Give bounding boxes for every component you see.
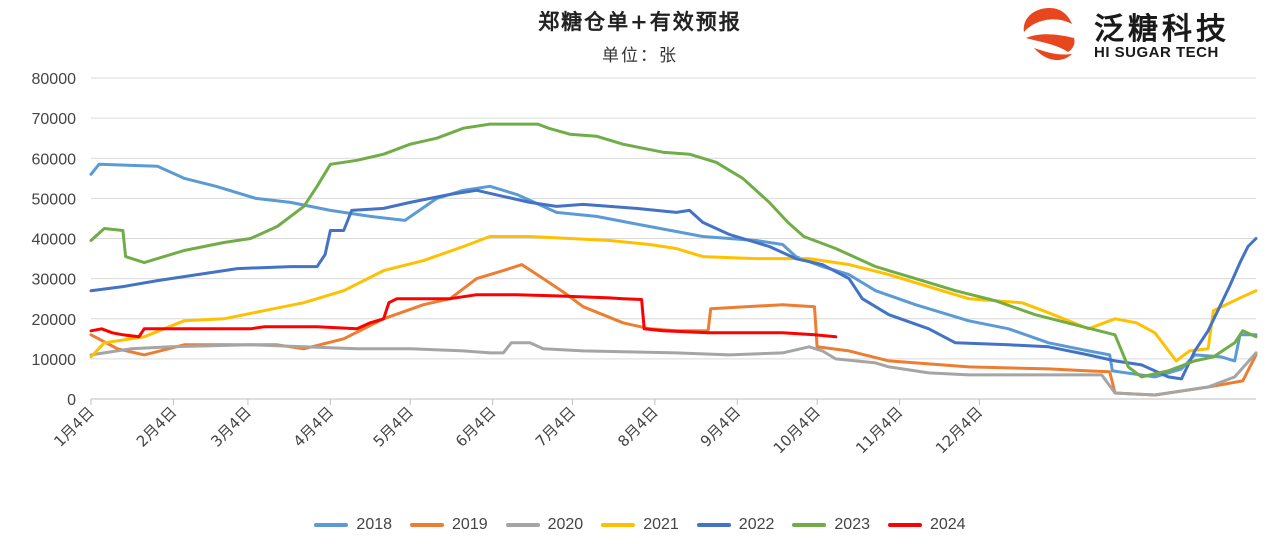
series-lines [89, 122, 1258, 397]
x-tick-label: 12月4日 [932, 403, 986, 457]
legend-label: 2022 [738, 516, 775, 533]
legend-swatch [410, 523, 445, 527]
legend-label: 2023 [834, 516, 870, 533]
legend-swatch [314, 523, 349, 527]
legend-swatch [696, 523, 731, 527]
legend-item-2023: 2023 [792, 516, 870, 534]
line-chart: 0 10000 20000 30000 40000 50000 60000 70000 8000… [32, 71, 1258, 457]
legend-item-2019: 2019 [410, 516, 488, 534]
x-tick-label: 8月4日 [614, 403, 661, 450]
y-tick-label: 60000 [32, 151, 77, 168]
x-tick-label: 10月4日 [770, 403, 824, 457]
x-tick-label: 4月4日 [290, 403, 337, 450]
chart-title: 郑糖仓单+有效预报 [538, 9, 742, 34]
y-tick-label: 40000 [32, 232, 77, 249]
x-tick-label: 7月4日 [532, 403, 579, 450]
legend-label: 2018 [356, 516, 393, 533]
legend-item-2024: 2024 [887, 516, 966, 534]
legend-swatch [792, 523, 827, 527]
hisugar-swirl-logo-icon [1023, 8, 1075, 61]
series-line-2022 [89, 188, 1258, 381]
y-tick-label: 50000 [32, 191, 77, 208]
series-line-2021 [89, 235, 1258, 363]
legend-item-2021: 2021 [601, 516, 679, 534]
legend-item-2018: 2018 [314, 516, 392, 534]
legend-label: 2021 [643, 516, 679, 533]
series-line-2024 [89, 293, 838, 339]
series-line-2023 [89, 122, 1258, 379]
y-tick-label: 70000 [32, 111, 77, 128]
x-tick-label: 2月4日 [133, 403, 180, 450]
y-tick-label: 80000 [32, 71, 77, 88]
series-line-2020 [89, 341, 1258, 397]
legend-item-2020: 2020 [505, 516, 584, 534]
legend-item-2022: 2022 [696, 516, 775, 534]
x-axis: 1月4日 2月4日 3月4日 4月4日 5月4日 6月4日 7月4日 8月4日 9月4日 10月4… [50, 398, 1256, 457]
y-tick-label: 0 [67, 392, 76, 409]
brand-name-en: HI SUGAR TECH [1094, 44, 1219, 61]
legend-label: 2019 [452, 516, 488, 533]
x-tick-label: 5月4日 [370, 403, 417, 450]
x-tick-label: 1月4日 [50, 403, 97, 450]
x-tick-label: 9月4日 [697, 403, 744, 450]
y-axis-ticks: 0 10000 20000 30000 40000 50000 60000 70000 8000… [32, 71, 77, 409]
legend-label: 2024 [929, 516, 966, 533]
chart-subtitle: 单位：张 [602, 46, 678, 66]
legend-label: 2020 [547, 516, 584, 533]
y-tick-label: 20000 [32, 312, 77, 329]
brand-name-cn: 泛糖科技 [1094, 12, 1230, 47]
chart-legend: 2018 2019 2020 2021 2022 2023 2024 [0, 512, 1280, 538]
x-tick-label: 6月4日 [452, 403, 499, 450]
legend-swatch [887, 523, 922, 527]
y-tick-label: 10000 [32, 352, 77, 369]
brand-logo: 泛糖科技 HI SUGAR TECH [1018, 4, 1268, 64]
legend-swatch [505, 523, 540, 527]
y-tick-label: 30000 [32, 272, 77, 289]
x-tick-label: 3月4日 [207, 403, 254, 450]
grid-lines [91, 77, 1256, 360]
legend-swatch [601, 523, 636, 527]
x-tick-label: 11月4日 [852, 403, 906, 457]
